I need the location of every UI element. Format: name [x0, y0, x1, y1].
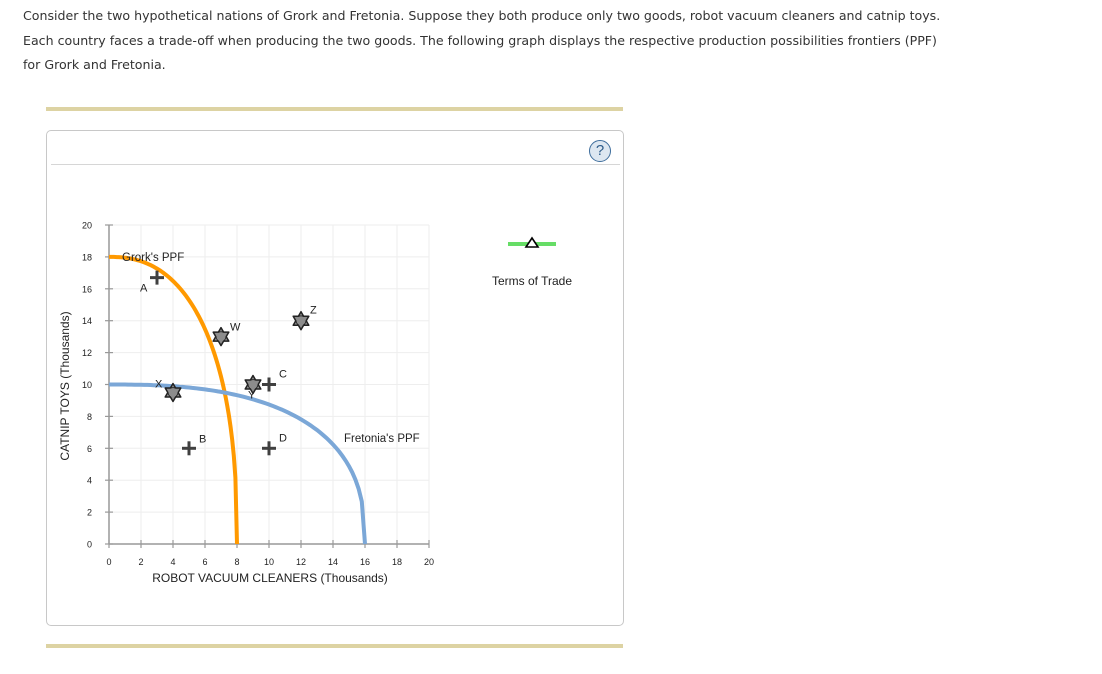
chart-axes: 0 2 4 6 8 10 12 14 16 18 20 0 2 4 6 8 10 12 14 16 18 20 ROBOT …	[58, 221, 434, 586]
fretonia-ppf-curve	[109, 382, 367, 545]
point-label: Y	[248, 390, 256, 402]
y-tick-label: 10	[82, 380, 92, 390]
point-b[interactable]: B	[182, 433, 206, 456]
fretonia-ppf-label: Fretonia's PPF	[344, 433, 420, 445]
y-tick-label: 12	[82, 348, 92, 358]
point-label: X	[155, 378, 163, 390]
x-tick-label: 18	[392, 557, 402, 567]
star-center	[248, 380, 258, 389]
panel-header-divider	[51, 164, 620, 165]
help-icon[interactable]: ?	[589, 140, 611, 162]
bottom-divider	[46, 644, 623, 648]
star-center	[216, 332, 226, 342]
grork-ppf-label: Grork's PPF	[122, 252, 184, 264]
y-tick-label: 16	[82, 284, 92, 294]
chart-labels: Grork's PPF Fretonia's PPF	[122, 252, 420, 445]
point-d[interactable]: D	[262, 432, 287, 456]
x-tick-label: 0	[106, 557, 111, 567]
x-tick-label: 20	[424, 557, 434, 567]
x-tick-label: 6	[202, 557, 207, 567]
grork-ppf-curve	[109, 254, 239, 545]
point-label: W	[230, 322, 241, 334]
x-tick-label: 8	[234, 557, 239, 567]
y-tick-label: 8	[87, 412, 92, 422]
point-label: D	[279, 432, 287, 444]
terms-of-trade-label: Terms of Trade	[492, 274, 572, 288]
point-label: A	[140, 283, 148, 295]
y-tick-label: 0	[87, 540, 92, 550]
chart-points[interactable]: A B C D W X Y Z	[140, 270, 317, 456]
point-x[interactable]: X	[155, 378, 182, 403]
x-tick-label: 4	[170, 557, 175, 567]
top-divider	[46, 107, 623, 111]
star-center	[168, 387, 178, 397]
x-tick-label: 16	[360, 557, 370, 567]
terms-of-trade-legend[interactable]: Terms of Trade	[492, 236, 572, 288]
intro-paragraph: Consider the two hypothetical nations of…	[23, 8, 941, 72]
y-tick-label: 20	[82, 221, 92, 231]
ppf-curves	[109, 254, 367, 545]
x-tick-label: 14	[328, 557, 338, 567]
x-tick-label: 10	[264, 557, 274, 567]
y-tick-label: 4	[87, 476, 92, 486]
point-label: C	[279, 369, 287, 381]
y-tick-label: 2	[87, 508, 92, 518]
y-tick-label: 6	[87, 444, 92, 454]
point-y[interactable]: Y	[244, 374, 262, 402]
x-axis-label: ROBOT VACUUM CLEANERS (Thousands)	[152, 571, 388, 585]
point-z[interactable]: Z	[292, 305, 317, 331]
triangle-icon[interactable]	[524, 236, 540, 248]
y-tick-label: 14	[82, 316, 92, 326]
x-tick-label: 2	[138, 557, 143, 567]
y-axis-label: CATNIP TOYS (Thousands)	[58, 311, 72, 460]
point-label: B	[199, 433, 206, 445]
y-tick-label: 18	[82, 252, 92, 262]
point-label: Z	[310, 305, 317, 317]
point-c[interactable]: C	[262, 369, 287, 392]
point-w[interactable]: W	[212, 322, 241, 347]
x-tick-label: 12	[296, 557, 306, 567]
star-center	[296, 316, 306, 326]
point-a[interactable]: A	[140, 270, 164, 295]
